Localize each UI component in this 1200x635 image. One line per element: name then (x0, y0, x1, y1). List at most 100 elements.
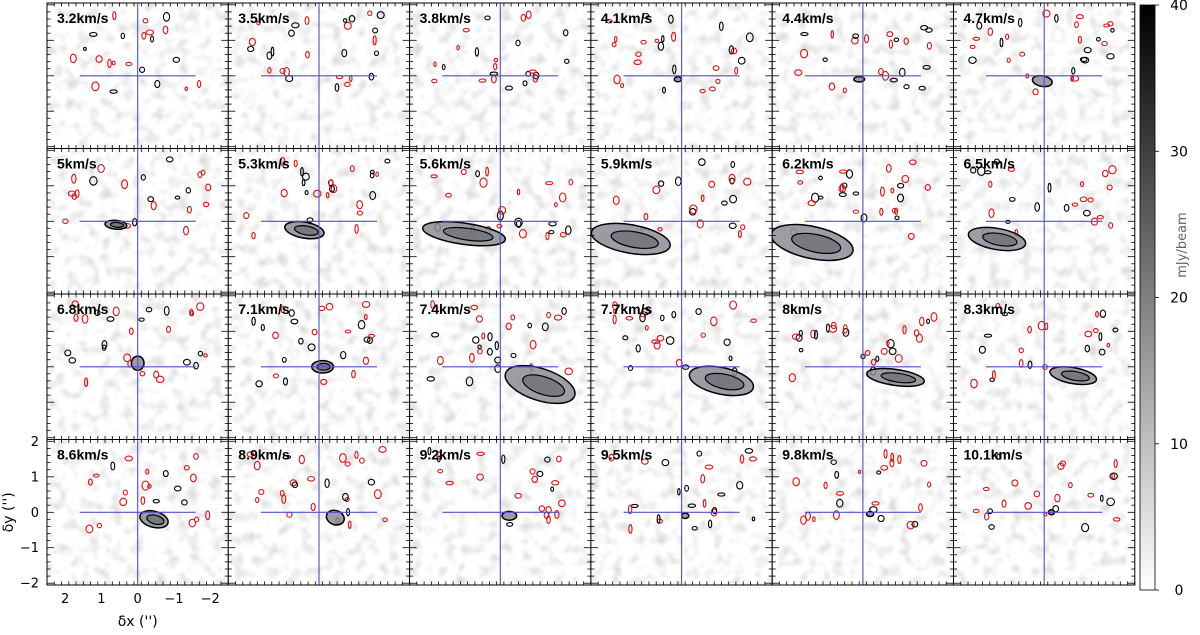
positive-contour (565, 225, 572, 236)
positive-contour (181, 499, 188, 506)
negative-contour (1107, 21, 1114, 27)
negative-contour (280, 305, 286, 314)
velocity-label: 8.6km/s (57, 447, 109, 463)
negative-contour (320, 378, 328, 386)
negative-contour (382, 517, 388, 523)
negative-contour (643, 212, 649, 221)
negative-contour (202, 201, 210, 208)
channel-panel: 9.2km/s (409, 439, 592, 586)
x-tick-label: −2 (201, 592, 220, 607)
positive-contour (132, 217, 138, 227)
x-tick-label: 0 (134, 592, 142, 607)
negative-contour (150, 200, 157, 211)
positive-contour (684, 484, 690, 492)
positive-contour (174, 195, 181, 200)
positive-contour (522, 80, 528, 87)
positive-contour (845, 169, 854, 179)
positive-contour (918, 85, 926, 91)
positive-contour (427, 446, 432, 456)
negative-contour (885, 164, 892, 173)
positive-contour (109, 89, 118, 94)
positive-contour (106, 316, 115, 322)
negative-contour (145, 29, 155, 36)
y-tick-label: −1 (20, 541, 39, 556)
y-tick-label: 1 (31, 470, 39, 485)
velocity-label: 6.8km/s (57, 301, 109, 317)
negative-contour (880, 347, 888, 355)
negative-contour (280, 157, 286, 166)
negative-contour (651, 339, 660, 345)
positive-contour (729, 194, 738, 204)
negative-contour (267, 67, 272, 74)
negative-contour (1111, 473, 1116, 480)
negative-contour (344, 461, 351, 467)
positive-contour (506, 522, 514, 527)
positive-contour (101, 340, 108, 349)
negative-contour (347, 520, 352, 529)
negative-contour (613, 35, 618, 43)
positive-contour (138, 317, 145, 322)
negative-contour (700, 474, 706, 484)
negative-contour (356, 200, 364, 210)
positive-contour (657, 180, 665, 187)
positive-contour (729, 177, 735, 185)
positive-contour (197, 350, 204, 357)
positive-contour (996, 453, 1001, 461)
colorbar: 0 10 20 30 40 mJy/beam (1139, 0, 1190, 599)
negative-contour (871, 501, 880, 506)
positive-contour (255, 380, 263, 388)
negative-contour (889, 458, 895, 468)
negative-contour (558, 499, 566, 508)
y-tick-label: 2 (31, 435, 39, 450)
channel-panel: 3.8km/s (409, 2, 592, 149)
negative-contour (436, 355, 444, 366)
negative-contour (830, 30, 835, 39)
positive-contour (730, 160, 736, 169)
negative-contour (475, 315, 483, 323)
negative-contour (546, 311, 551, 319)
negative-contour (272, 373, 279, 379)
positive-contour (1106, 497, 1115, 507)
positive-contour (1098, 348, 1106, 356)
negative-contour (558, 192, 567, 203)
negative-contour (545, 180, 554, 186)
positive-contour (486, 347, 493, 356)
negative-contour (1079, 196, 1088, 203)
negative-contour (95, 55, 103, 63)
x-tick-label: −1 (164, 592, 183, 607)
velocity-label: 3.5km/s (238, 10, 290, 26)
negative-contour (93, 473, 100, 478)
negative-contour (190, 473, 197, 483)
negative-contour (625, 316, 634, 321)
negative-contour (1068, 482, 1073, 489)
negative-contour (183, 464, 190, 471)
positive-contour (149, 35, 155, 43)
negative-contour (139, 371, 146, 377)
positive-contour (687, 503, 697, 508)
negative-contour (1042, 9, 1051, 18)
positive-contour (668, 14, 674, 24)
negative-contour (203, 353, 208, 358)
negative-contour (91, 81, 100, 92)
negative-contour (657, 227, 663, 232)
negative-contour (605, 19, 613, 24)
positive-contour (639, 312, 646, 323)
negative-contour (356, 210, 364, 216)
negative-contour (128, 327, 134, 336)
negative-contour (554, 509, 560, 519)
negative-contour (184, 86, 188, 92)
negative-contour (528, 69, 537, 74)
positive-contour (304, 190, 309, 196)
positive-contour (999, 37, 1004, 48)
positive-contour (88, 31, 98, 37)
positive-contour (510, 352, 517, 359)
negative-contour (852, 209, 860, 214)
negative-contour (1033, 490, 1041, 498)
negative-contour (373, 489, 382, 500)
positive-contour (1017, 17, 1023, 28)
negative-contour (613, 74, 621, 85)
negative-contour (556, 455, 562, 463)
channel-panel: 4.1km/s (590, 2, 773, 149)
channel-panel: 3.2km/s (46, 2, 229, 149)
positive-contour (162, 12, 171, 22)
